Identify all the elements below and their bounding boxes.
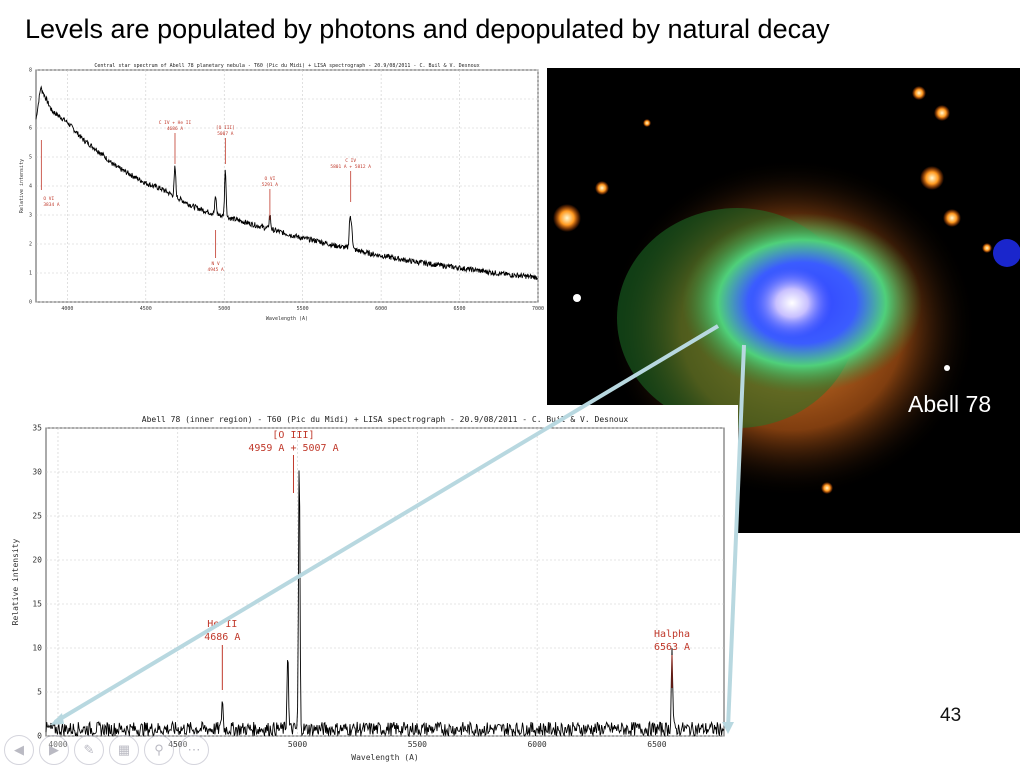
- y-tick-label: 0: [29, 300, 32, 306]
- x-tick-label: 7000: [532, 306, 544, 312]
- pen-icon[interactable]: ✎: [74, 735, 104, 765]
- annotation-label: He II: [207, 619, 237, 630]
- annotation-label: Halpha: [654, 629, 690, 640]
- annotation-wavelength: 4945 A: [207, 267, 224, 273]
- x-tick-label: 4500: [168, 740, 187, 749]
- previous-icon[interactable]: ◀: [4, 735, 34, 765]
- y-tick-label: 35: [32, 424, 42, 433]
- annotation-wavelength: 4686 A: [204, 632, 240, 643]
- y-tick-label: 5: [37, 688, 42, 697]
- y-tick-label: 4: [29, 184, 32, 190]
- x-axis-label: Wavelength (A): [266, 316, 308, 322]
- annotation-wavelength: 4959 A + 5007 A: [248, 443, 338, 454]
- y-axis-label: Relative intensity: [11, 538, 20, 625]
- y-tick-label: 5: [29, 155, 32, 161]
- abell-78-nebula-image: [547, 68, 1020, 533]
- inner-region-spectrum-chart: Abell 78 (inner region) - T60 (Pic du Mi…: [0, 405, 738, 768]
- y-tick-label: 7: [29, 97, 32, 103]
- nebula-name-label: Abell 78: [908, 391, 992, 417]
- more-icon[interactable]: ⋯: [179, 735, 209, 765]
- annotation-label: O VI: [264, 176, 275, 182]
- x-tick-label: 6000: [375, 306, 387, 312]
- annotation-wavelength: 4686 A: [167, 126, 184, 132]
- slide-title: Levels are populated by photons and depo…: [25, 14, 830, 44]
- y-tick-label: 8: [29, 68, 32, 74]
- y-tick-label: 30: [32, 468, 42, 477]
- x-tick-label: 4500: [140, 306, 152, 312]
- page-number: 43: [940, 705, 962, 726]
- plot-frame: [35, 69, 539, 303]
- chart-title: Central star spectrum of Abell 78 planet…: [94, 63, 479, 69]
- x-tick-label: 5000: [288, 740, 307, 749]
- y-tick-label: 6: [29, 126, 32, 132]
- plot-frame: [45, 427, 725, 737]
- central-star-spectrum-svg: Central star spectrum of Abell 78 planet…: [19, 63, 544, 322]
- y-axis-label: Relative intensity: [19, 159, 25, 213]
- x-tick-label: 6500: [454, 306, 466, 312]
- x-tick-label: 6000: [527, 740, 546, 749]
- x-tick-label: 5000: [218, 306, 230, 312]
- slideshow-toolbar: ◀ ▶ ✎ ▦ ⚲ ⋯: [4, 735, 209, 765]
- annotation-label: C IV: [345, 158, 356, 164]
- y-tick-label: 15: [32, 600, 42, 609]
- y-tick-label: 25: [32, 512, 42, 521]
- spectrum-line: [45, 470, 725, 738]
- x-axis-label: Wavelength (A): [351, 753, 418, 762]
- annotation-label: N V: [212, 261, 220, 267]
- nebula-picture: [547, 68, 1020, 533]
- annotation-wavelength: 5801 A + 5812 A: [330, 164, 371, 170]
- inner-region-spectrum-svg: Abell 78 (inner region) - T60 (Pic du Mi…: [11, 415, 725, 762]
- zoom-icon[interactable]: ⚲: [144, 735, 174, 765]
- central-star-spectrum-chart: Central star spectrum of Abell 78 planet…: [18, 60, 544, 328]
- y-tick-label: 2: [29, 242, 32, 248]
- annotation-label: C IV + He II: [159, 120, 192, 126]
- x-tick-label: 5500: [408, 740, 427, 749]
- annotation-wavelength: 3834 A: [43, 202, 60, 208]
- y-tick-label: 0: [37, 732, 42, 741]
- annotation-label: [O III]: [272, 430, 314, 441]
- chart-title: Abell 78 (inner region) - T60 (Pic du Mi…: [142, 415, 629, 424]
- spectrum-line: [35, 85, 539, 281]
- x-tick-label: 6500: [647, 740, 666, 749]
- annotation-label: [O III]: [216, 125, 235, 131]
- annotation-wavelength: 6563 A: [654, 642, 690, 653]
- y-tick-label: 10: [32, 644, 42, 653]
- y-tick-label: 20: [32, 556, 42, 565]
- x-tick-label: 5500: [297, 306, 309, 312]
- annotation-wavelength: 5291 A: [262, 182, 279, 188]
- annotation-label: O VI: [43, 196, 54, 202]
- slides-icon[interactable]: ▦: [109, 735, 139, 765]
- annotation-wavelength: 5007 A: [217, 131, 234, 137]
- y-tick-label: 3: [29, 213, 32, 219]
- x-tick-label: 4000: [61, 306, 73, 312]
- next-icon[interactable]: ▶: [39, 735, 69, 765]
- y-tick-label: 1: [29, 271, 32, 277]
